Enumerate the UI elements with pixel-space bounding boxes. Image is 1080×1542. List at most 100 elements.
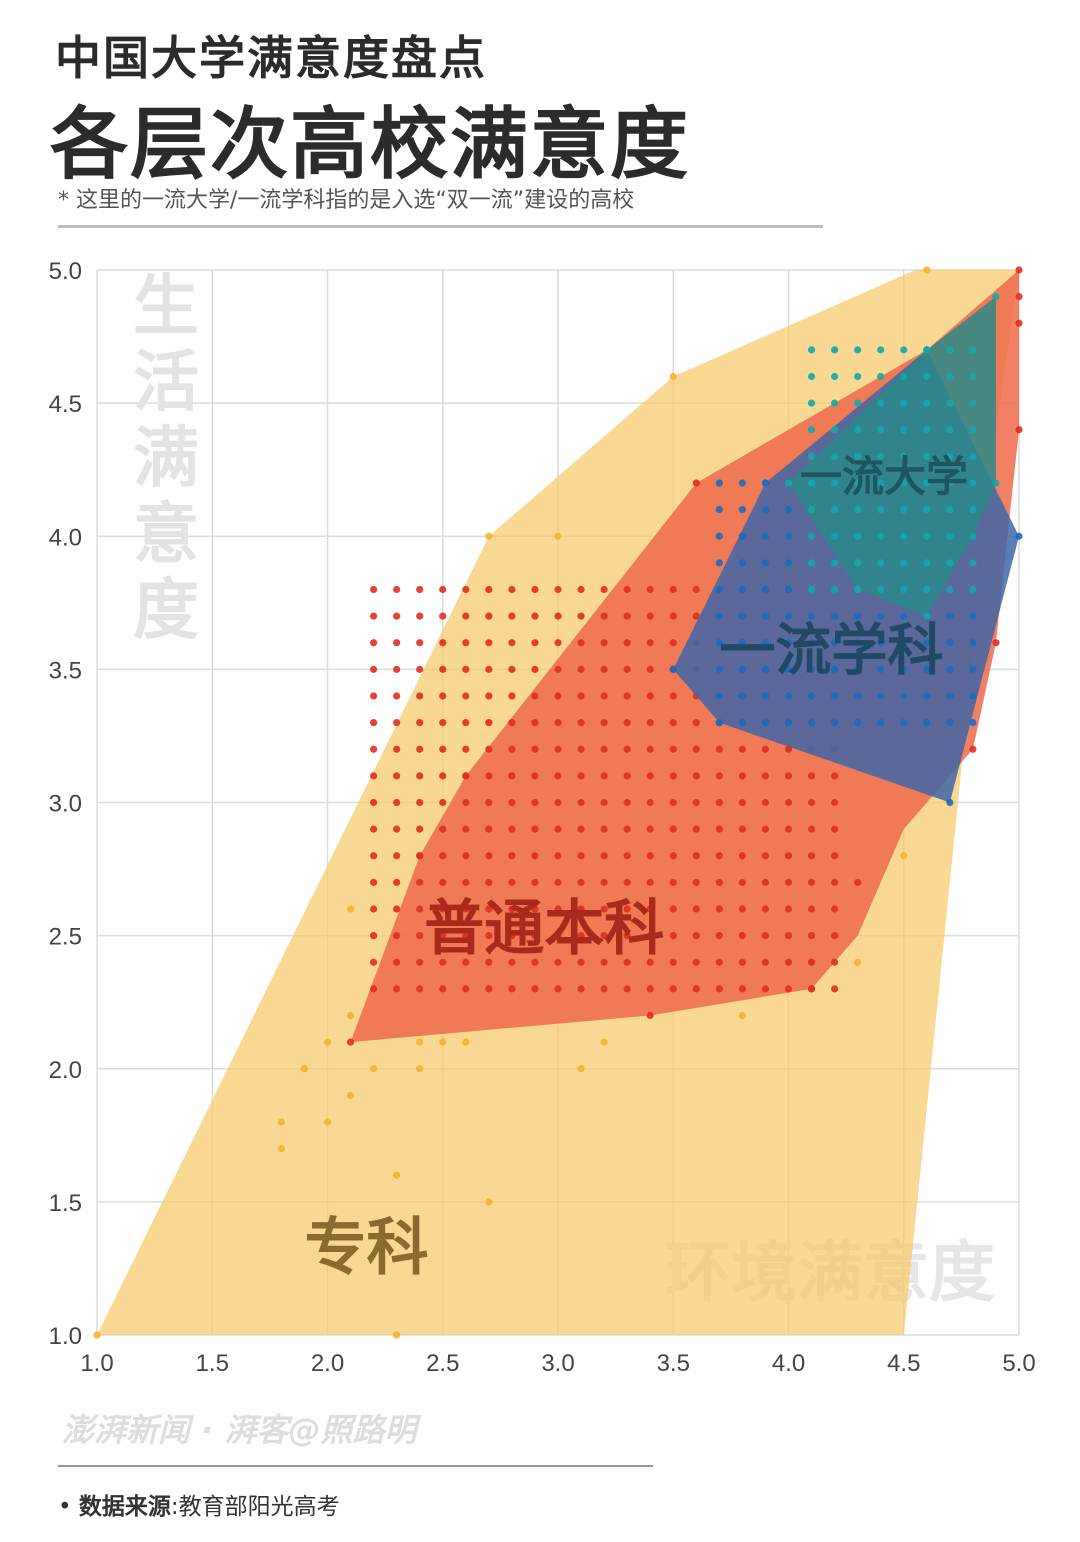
data-point — [370, 692, 378, 700]
data-point — [923, 372, 931, 381]
data-point — [531, 825, 539, 833]
data-point — [854, 559, 862, 567]
data-point — [784, 532, 793, 540]
data-point — [416, 825, 424, 833]
data-point — [669, 878, 677, 886]
watermark: 澎湃新闻 · 湃客@照路明 — [62, 1411, 417, 1449]
data-point — [462, 958, 470, 966]
data-point — [807, 372, 816, 381]
data-point — [784, 985, 793, 993]
data-point — [877, 612, 885, 620]
data-point — [692, 612, 700, 620]
data-point — [900, 372, 908, 381]
data-point — [831, 772, 839, 780]
data-point — [715, 665, 723, 673]
data-point — [669, 798, 677, 807]
data-point — [877, 452, 885, 460]
data-point — [439, 585, 447, 594]
data-point — [761, 772, 770, 780]
data-point — [761, 878, 770, 886]
data-point — [877, 506, 885, 514]
data-point — [462, 772, 470, 780]
data-point — [508, 798, 516, 807]
data-point — [807, 452, 816, 460]
data-point — [715, 506, 723, 514]
data-point — [784, 692, 793, 700]
scatter-chart: 生活满意度环境满意度专科普通本科一流学科一流大学1.01.52.02.53.03… — [49, 258, 1036, 1377]
data-point — [531, 692, 539, 700]
data-point — [738, 506, 747, 514]
data-point — [554, 798, 562, 807]
data-point — [715, 825, 723, 833]
data-point — [370, 719, 378, 727]
data-point — [807, 958, 816, 966]
data-point — [784, 639, 793, 647]
data-point — [623, 772, 631, 780]
data-point — [600, 585, 608, 594]
data-point — [485, 612, 493, 620]
data-point — [462, 585, 470, 594]
data-point — [669, 692, 677, 700]
data-point — [854, 506, 862, 514]
data-point — [508, 772, 516, 780]
data-point — [831, 585, 839, 594]
y-tick-label: 1.5 — [49, 1190, 82, 1217]
data-point — [969, 399, 977, 407]
data-point — [969, 532, 977, 540]
data-point — [485, 639, 493, 647]
data-point — [761, 825, 770, 833]
data-point — [738, 479, 747, 487]
data-point — [784, 665, 793, 673]
data-point — [761, 665, 770, 673]
y-tick-label: 5.0 — [49, 258, 82, 285]
data-point — [577, 719, 585, 727]
data-point — [946, 692, 954, 700]
data-point — [577, 905, 585, 913]
data-point — [992, 479, 1000, 487]
data-point — [623, 665, 631, 673]
data-point — [923, 426, 931, 434]
data-point — [531, 612, 539, 620]
data-point — [807, 506, 816, 514]
data-point — [600, 745, 608, 753]
data-point — [692, 852, 700, 860]
data-point — [692, 479, 700, 487]
data-point — [738, 852, 747, 860]
data-point — [807, 426, 816, 434]
data-point — [877, 719, 885, 727]
data-point — [669, 852, 677, 860]
data-point — [969, 745, 977, 753]
data-point — [877, 426, 885, 434]
data-point — [692, 985, 700, 993]
data-point — [715, 772, 723, 780]
data-point — [439, 745, 447, 753]
data-point — [370, 852, 378, 860]
data-point — [692, 932, 700, 940]
series-hull — [788, 296, 996, 617]
data-point — [738, 985, 747, 993]
data-point — [485, 692, 493, 700]
data-point — [416, 692, 424, 700]
data-point — [623, 932, 631, 940]
data-point — [761, 985, 770, 993]
data-point — [946, 719, 954, 727]
data-point — [600, 825, 608, 833]
series-label: 普通本科 — [424, 894, 664, 964]
data-point — [370, 665, 378, 673]
data-point — [784, 479, 793, 487]
series-4 — [784, 293, 1000, 620]
data-point — [831, 612, 839, 620]
data-point — [577, 612, 585, 620]
data-point — [900, 665, 908, 673]
data-point — [370, 985, 378, 993]
data-point — [761, 479, 770, 487]
data-point — [439, 852, 447, 860]
data-point — [692, 905, 700, 913]
data-point — [531, 745, 539, 753]
data-point — [761, 958, 770, 966]
data-point — [416, 878, 424, 886]
bullet: • — [58, 1494, 72, 1520]
data-point — [807, 639, 816, 647]
data-point — [831, 532, 839, 540]
data-point — [416, 745, 424, 753]
